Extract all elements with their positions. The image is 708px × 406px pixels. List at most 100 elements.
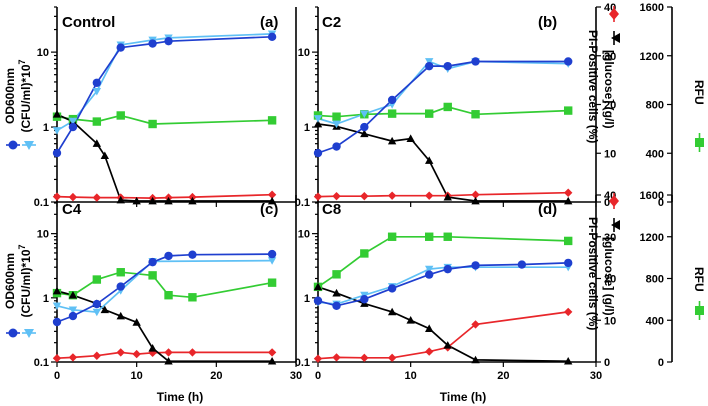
data-point — [425, 61, 434, 71]
data-point — [267, 257, 277, 265]
y-tick-label: 0.1 — [34, 197, 49, 209]
right-axis-title-pi: PI-Positive cells (%) — [586, 217, 600, 330]
data-point — [425, 270, 434, 279]
right-axis-title-pi: PI-Positive cells (%) — [586, 30, 600, 143]
data-point — [148, 39, 157, 48]
data-point — [92, 117, 102, 126]
data-point — [188, 250, 197, 259]
data-point — [68, 306, 78, 315]
glucose-legend-marker — [611, 33, 620, 43]
data-point — [332, 142, 341, 151]
data-point — [360, 191, 369, 201]
data-point — [564, 258, 573, 268]
data-point — [332, 120, 341, 129]
data-point — [92, 351, 102, 360]
right-axis-title-rfu: RFU — [692, 267, 706, 292]
left-axis-title-cfu: (CFU/ml)*10 — [19, 249, 33, 317]
panel-b-pi-positive-cells-line — [317, 191, 569, 198]
x-tick-label: 0 — [54, 370, 60, 382]
data-point — [443, 341, 452, 349]
left-axis-title-exponent: 7 — [17, 59, 27, 64]
pi-axis-tick-label: 30 — [604, 232, 616, 244]
panel-a-cfu-ml-x10-7-markers — [52, 30, 277, 135]
pi-axis-tick-label: 10 — [604, 315, 616, 327]
panel-c-pi-positive-cells-markers — [52, 348, 277, 363]
data-point — [267, 32, 277, 42]
panel-c-title: C4 — [62, 201, 82, 218]
data-point — [267, 190, 277, 199]
rfu-axis-tick-label: 400 — [646, 148, 664, 160]
data-point — [471, 196, 480, 205]
data-point — [92, 139, 102, 147]
left-axis-title-od: OD600nm — [3, 68, 17, 124]
y-tick-label: 1 — [304, 122, 310, 134]
x-tick-label: 30 — [590, 370, 602, 382]
data-point — [360, 295, 369, 304]
data-point — [425, 324, 434, 332]
panel-a-title: Control — [62, 14, 115, 31]
data-point — [267, 356, 277, 365]
panel-b-glucose-g-l-markers — [313, 119, 573, 205]
data-point — [425, 156, 434, 164]
y-tick-label: 10 — [298, 229, 310, 241]
data-point — [52, 286, 62, 295]
rfu-axis-tick-label: 1200 — [640, 232, 664, 244]
panel-d-rfu-line — [317, 235, 569, 288]
data-point — [313, 282, 323, 291]
data-point — [92, 299, 102, 309]
data-point — [313, 192, 323, 201]
y-tick-label: 10 — [298, 47, 310, 59]
data-point — [267, 249, 277, 259]
left-axis-title-od: OD600nm — [3, 253, 17, 309]
data-point — [471, 261, 480, 270]
panel-c-cfu-ml-x10-7-line — [56, 259, 273, 313]
x-tick-label: 20 — [210, 370, 222, 382]
y-tick-label: 1 — [43, 293, 49, 305]
rfu-axis-tick-label: 0 — [658, 197, 664, 209]
panel-b-label: (b) — [538, 14, 557, 31]
data-point — [92, 308, 102, 317]
data-point — [116, 311, 125, 320]
panel-a-cfu-ml-x10-7-line — [56, 33, 273, 132]
data-point — [564, 356, 573, 365]
data-point — [564, 307, 573, 317]
data-point — [52, 127, 62, 135]
panel-d-title: C8 — [322, 201, 341, 218]
right-axis-title-rfu: RFU — [692, 80, 706, 105]
rfu-axis-tick-label: 400 — [646, 315, 664, 327]
right-axis-titles-top: [glucose] (g/l) PI-Positive cells (%) RF… — [586, 6, 706, 152]
data-point — [188, 348, 197, 357]
x-tick-label: 10 — [131, 370, 143, 382]
data-point — [360, 129, 369, 138]
panel-b-od600nm-line — [317, 60, 569, 154]
data-point — [471, 57, 480, 66]
rfu-axis-tick-label: 800 — [646, 100, 664, 112]
data-point — [360, 249, 369, 258]
panel-a-rfu-line — [56, 114, 273, 125]
data-point — [100, 305, 109, 314]
data-point — [443, 192, 452, 201]
panel-d-od600nm-markers — [313, 258, 573, 311]
data-point — [164, 251, 173, 261]
data-point — [471, 320, 480, 329]
data-point — [332, 191, 341, 201]
panel-b-rfu-line — [317, 106, 569, 118]
left-axis-title-cfu: (CFU/ml)*10 — [19, 64, 33, 132]
panel-d-pi-positive-cells-line — [317, 311, 569, 360]
panel-d-cfu-ml-x10-7-line — [317, 266, 569, 305]
data-point — [68, 117, 78, 126]
data-point — [313, 354, 323, 363]
data-point — [52, 148, 62, 158]
panel-a-glucose-g-l-line — [56, 113, 273, 202]
panel-c-rfu-markers — [52, 268, 277, 302]
data-point — [332, 301, 341, 311]
y-tick-label: 0.1 — [34, 357, 49, 369]
panel-b-title: C2 — [322, 14, 341, 31]
data-point — [564, 196, 573, 205]
panel-a-label: (a) — [260, 14, 278, 31]
panel-c-od600nm-markers — [52, 249, 277, 327]
data-point — [52, 302, 62, 311]
svg-text:(CFU/ml)*107: (CFU/ml)*107 — [17, 59, 33, 132]
